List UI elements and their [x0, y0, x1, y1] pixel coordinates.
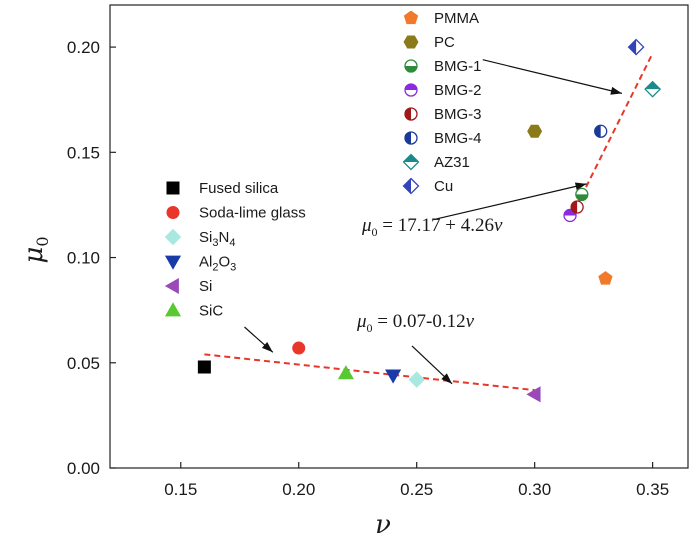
- data-point: [337, 365, 354, 380]
- legend-marker: [164, 302, 182, 317]
- legend-label: Fused silica: [199, 180, 279, 197]
- data-points: [197, 38, 662, 403]
- x-tick-label: 0.35: [636, 480, 669, 499]
- fit-equation: μ0 = 0.07-0.12ν: [356, 311, 475, 335]
- legend-marker: [164, 255, 182, 270]
- data-point: [292, 341, 306, 355]
- legend-label: BMG-2: [434, 82, 482, 99]
- data-point: [526, 386, 541, 403]
- arrow-head: [610, 86, 622, 95]
- x-tick-label: 0.30: [518, 480, 551, 499]
- legend-marker: [404, 83, 418, 97]
- data-point: [575, 187, 589, 202]
- y-tick-label: 0.10: [67, 249, 100, 268]
- arrow-head: [574, 182, 587, 191]
- data-point: [627, 38, 645, 56]
- legend-marker: [166, 181, 180, 195]
- data-point: [594, 124, 608, 138]
- data-point: [385, 369, 402, 384]
- legend-marker: [402, 177, 420, 195]
- axis-titles: ν μ0: [19, 236, 391, 540]
- legend-marker: [403, 10, 419, 25]
- plot-axes: 0.15 0.20 0.25 0.30 0.35 0.00 0.05 0.10 0.15 0.20: [67, 4, 689, 499]
- data-point: [563, 208, 577, 223]
- fit-line: [576, 52, 654, 206]
- y-tick-label: 0.05: [67, 354, 100, 373]
- legend-label: PMMA: [434, 10, 479, 27]
- legend-label: Si3N4: [199, 229, 235, 249]
- legend-label: Al2O3: [199, 254, 236, 274]
- legend-marker: [164, 228, 182, 246]
- y-axis-title: μ0: [19, 236, 52, 263]
- legend-marker: [404, 59, 418, 73]
- legend-label: BMG-1: [434, 58, 482, 75]
- x-tick-label: 0.25: [400, 480, 433, 499]
- x-axis-title: ν: [375, 510, 391, 540]
- legend-marker: [403, 35, 419, 49]
- annotation-arrows: [244, 59, 623, 385]
- legend-lower: Fused silica Soda-lime glass Si3N4 Al2O3 Si S…: [164, 180, 306, 320]
- data-point: [644, 80, 662, 98]
- data-point: [598, 271, 613, 285]
- legend-marker: [166, 206, 180, 219]
- legend: PMMA PC BMG-1 BMG-2 BMG-3 BMG-4 AZ31 Cu Fused si…: [164, 10, 482, 320]
- legend-label: Cu: [434, 178, 453, 195]
- legend-label: Si: [199, 278, 212, 295]
- legend-label: PC: [434, 34, 455, 51]
- data-point: [570, 200, 584, 214]
- fit-line: [204, 353, 535, 392]
- legend-marker: [402, 153, 420, 171]
- legend-label: Soda-lime glass: [199, 205, 306, 222]
- x-tick-label: 0.15: [164, 480, 197, 499]
- fit-lines: [204, 52, 654, 392]
- legend-label: BMG-3: [434, 106, 482, 123]
- annotation-arrow: [482, 59, 623, 94]
- legend-marker: [404, 107, 418, 121]
- legend-label: SiC: [199, 303, 223, 320]
- arrow-head: [441, 373, 453, 384]
- y-tick-label: 0.15: [67, 143, 100, 162]
- x-tick-label: 0.20: [282, 480, 315, 499]
- legend-label: AZ31: [434, 154, 470, 171]
- data-point: [197, 360, 211, 374]
- plot-frame: [109, 4, 689, 469]
- data-point: [527, 124, 543, 138]
- legend-marker: [404, 131, 418, 145]
- legend-label: BMG-4: [434, 130, 482, 147]
- annotation-arrow: [433, 183, 587, 221]
- fit-equation: μ0 = 17.17 + 4.26ν: [361, 215, 503, 239]
- y-tick-label: 0.20: [67, 38, 100, 57]
- legend-marker: [164, 277, 179, 295]
- fit-equations: μ0 = 17.17 + 4.26ν μ0 = 0.07-0.12ν: [356, 215, 503, 335]
- y-tick-label: 0.00: [67, 459, 100, 478]
- data-point: [408, 371, 425, 388]
- legend-upper: PMMA PC BMG-1 BMG-2 BMG-3 BMG-4 AZ31 Cu: [402, 10, 482, 195]
- arrow-head: [261, 341, 273, 353]
